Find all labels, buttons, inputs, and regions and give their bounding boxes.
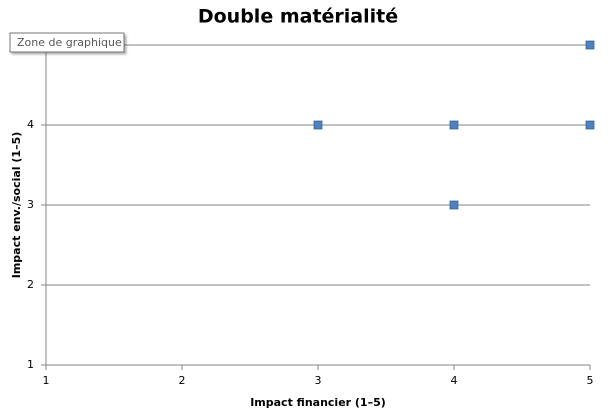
point [313,120,323,130]
point [449,200,459,210]
x-tick-label: 1 [43,374,50,387]
tooltip: Zone de graphique [9,32,125,53]
point [585,120,595,130]
x-tick-label: 3 [315,374,322,387]
point [449,120,459,130]
plot-area: 1234512345 [27,38,595,387]
y-axis-title: Impact env./social (1–5) [10,132,23,279]
tooltip-box [9,32,125,53]
y-tick-label: 4 [27,118,34,131]
tooltip-text: Zone de graphique [17,36,122,49]
x-tick-label: 4 [451,374,458,387]
point [585,40,595,50]
x-tick-label: 2 [179,374,186,387]
x-tick-label: 5 [587,374,594,387]
y-tick-label: 1 [27,358,34,371]
y-tick-label: 3 [27,198,34,211]
chart-title: Double matérialité [198,6,398,28]
y-tick-label: 2 [27,278,34,291]
x-axis-title: Impact financier (1–5) [250,396,386,409]
